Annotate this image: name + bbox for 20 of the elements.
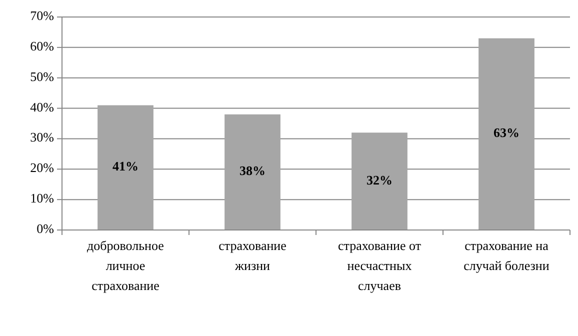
data-label: 41% [112, 158, 138, 174]
bar [98, 105, 154, 230]
bar [224, 114, 280, 230]
y-tick-label: 10% [30, 190, 54, 206]
y-tick-label: 60% [30, 38, 54, 54]
x-tick-label: страхование жизни [218, 238, 287, 273]
y-tick-label: 70% [30, 8, 54, 23]
y-tick-label: 30% [30, 130, 54, 145]
y-tick-label: 50% [30, 68, 54, 84]
data-label: 38% [240, 163, 266, 178]
x-tick-label: добровольное личное страхование [87, 238, 164, 293]
data-label: 32% [366, 172, 392, 188]
bar [478, 38, 534, 230]
x-tick-label: страхование от несчастных случаев [338, 238, 422, 293]
y-tick-label: 40% [30, 99, 54, 114]
y-tick-label: 20% [30, 160, 54, 176]
data-label: 63% [494, 125, 520, 140]
bar [352, 132, 408, 230]
x-tick-label: страхование на случай болезни [464, 238, 550, 273]
y-tick-label: 0% [36, 220, 54, 236]
